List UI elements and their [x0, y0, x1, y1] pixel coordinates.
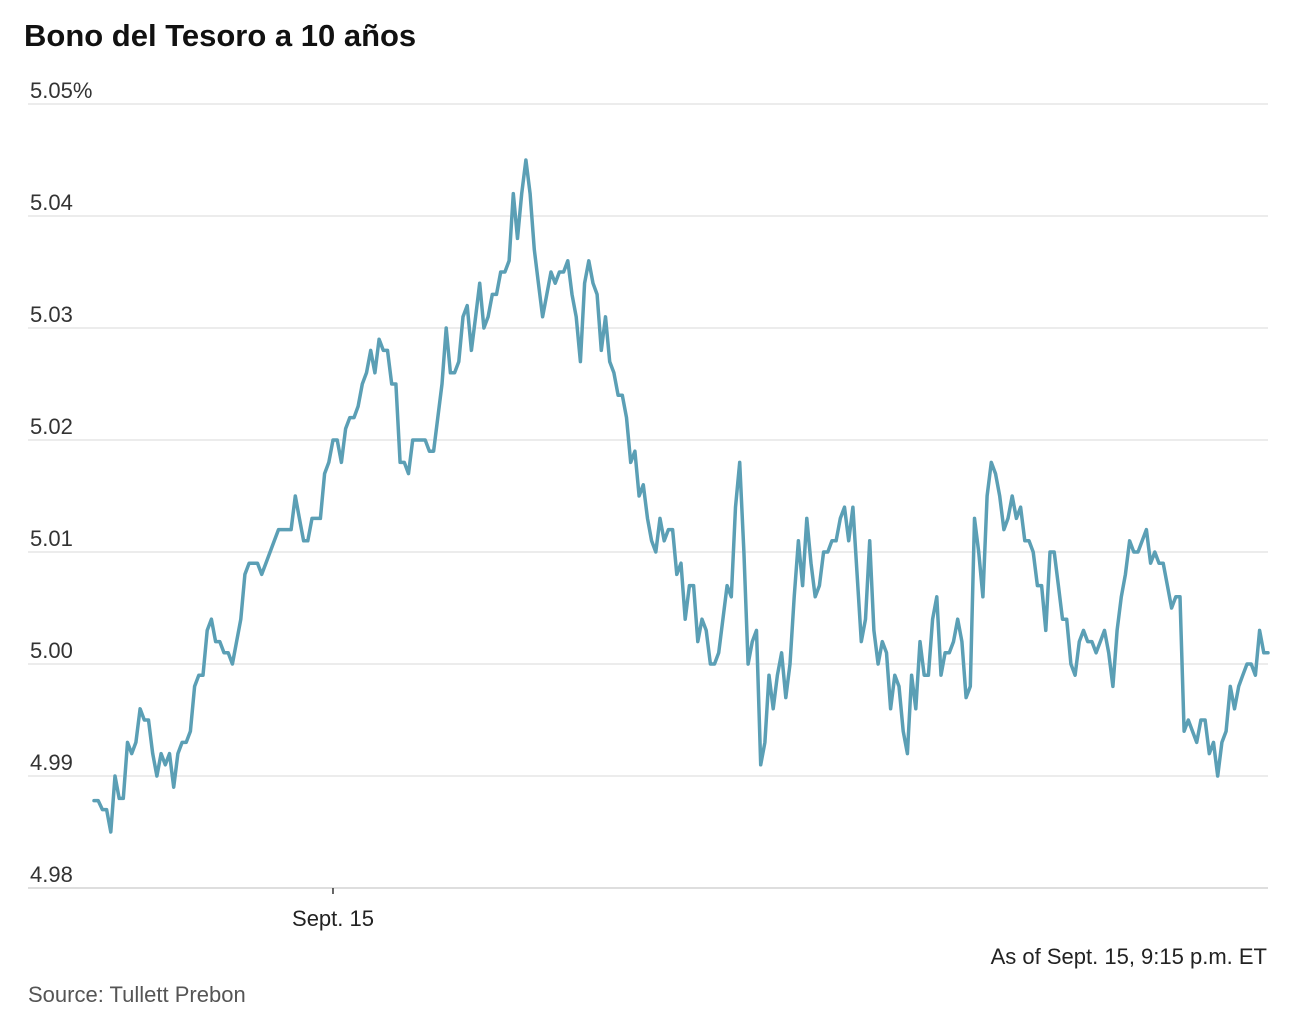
- y-tick-label: 5.02: [30, 414, 73, 439]
- y-tick-label: 4.98: [30, 862, 73, 887]
- timestamp-note: As of Sept. 15, 9:15 p.m. ET: [990, 944, 1267, 969]
- source-note: Source: Tullett Prebon: [28, 982, 246, 1007]
- x-axis: Sept. 15: [292, 888, 374, 931]
- chart-title: Bono del Tesoro a 10 años: [24, 18, 417, 53]
- y-tick-label: 5.05%: [30, 78, 92, 103]
- y-tick-label: 5.04: [30, 190, 73, 215]
- y-tick-label: 5.01: [30, 526, 73, 551]
- y-tick-label: 4.99: [30, 750, 73, 775]
- series: [92, 158, 1270, 834]
- x-tick-label: Sept. 15: [292, 906, 374, 931]
- y-tick-label: 5.00: [30, 638, 73, 663]
- y-tick-label: 5.03: [30, 302, 73, 327]
- y-axis: 5.05% 5.04 5.03 5.02 5.01 5.00 4.99 4.98: [30, 78, 92, 887]
- gridlines: [28, 103, 1268, 889]
- yield-line: [92, 158, 1270, 834]
